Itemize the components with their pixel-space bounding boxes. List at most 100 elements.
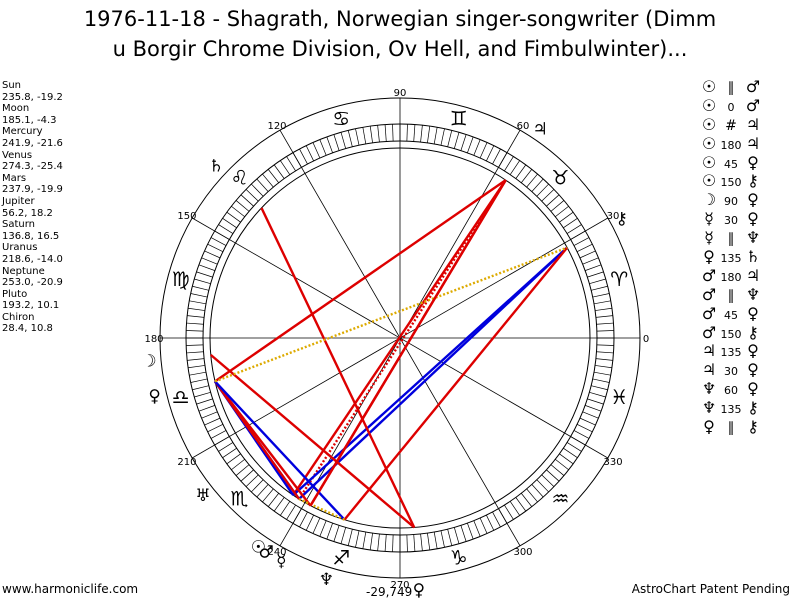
degree-tick bbox=[573, 237, 590, 246]
position-name-jupiter: Jupiter bbox=[2, 195, 35, 207]
aspect-planet-1: ☿ bbox=[704, 209, 714, 229]
planet-mercury-icon: ☿ bbox=[276, 551, 286, 571]
degree-tick bbox=[521, 493, 533, 507]
sign-scorpio-icon: ♏ bbox=[231, 487, 249, 511]
degree-tick bbox=[584, 405, 602, 412]
degree-tick bbox=[492, 148, 501, 165]
degree-tick bbox=[573, 430, 590, 439]
aspect-type: 45 bbox=[724, 308, 738, 322]
degree-tick bbox=[256, 178, 269, 192]
degree-tick bbox=[595, 315, 613, 318]
degree-tick bbox=[584, 264, 602, 271]
aspect-line bbox=[214, 246, 568, 383]
aspect-planet-2: ♀ bbox=[747, 303, 759, 323]
degree-tick bbox=[550, 464, 565, 476]
planet-mars-icon: ♂ bbox=[258, 542, 273, 562]
degree-tick bbox=[273, 164, 285, 179]
planet-chiron-icon: ⚷ bbox=[615, 209, 627, 229]
degree-tick bbox=[486, 514, 495, 531]
sign-pisces-icon: ♓ bbox=[610, 385, 628, 409]
degree-tick bbox=[198, 405, 216, 412]
degree-tick bbox=[473, 520, 481, 537]
sign-aquarius-icon: ♒ bbox=[552, 487, 570, 511]
degree-tick bbox=[546, 469, 560, 482]
degree-tick bbox=[286, 504, 296, 520]
degree-tick bbox=[189, 300, 207, 305]
aspect-planet-1: ♂ bbox=[701, 303, 717, 323]
aspect-planet-2: ⚷ bbox=[747, 398, 759, 418]
degree-tick bbox=[582, 257, 599, 265]
aspect-planet-2: ♃ bbox=[745, 265, 761, 285]
position-coords-sun: 235.8, -19.2 bbox=[2, 91, 63, 103]
degree-tick bbox=[550, 200, 565, 212]
degree-tick bbox=[504, 504, 514, 520]
sign-libra-icon: ♎ bbox=[172, 385, 190, 409]
degree-tick bbox=[406, 534, 408, 552]
degree-tick bbox=[420, 533, 423, 551]
degree-tick bbox=[305, 145, 314, 162]
chart-title: 1976-11-18 - Shagrath, Norwegian singer-… bbox=[0, 4, 800, 64]
degree-tick bbox=[186, 351, 204, 354]
degree-tick bbox=[440, 128, 445, 146]
degree-tick bbox=[536, 183, 549, 197]
degree-tick bbox=[190, 293, 208, 298]
planet-pluto-icon: ♀ bbox=[148, 387, 160, 407]
footer-value: -29,749 bbox=[366, 585, 413, 599]
degree-tick bbox=[196, 398, 213, 405]
position-name-sun: Sun bbox=[2, 80, 22, 91]
degree-tick bbox=[299, 511, 308, 528]
degree-tick bbox=[536, 479, 549, 493]
degree-tick bbox=[245, 189, 259, 202]
aspect-type: ∥ bbox=[727, 231, 735, 248]
degree-tick bbox=[377, 533, 380, 551]
aspect-planet-1: ♃ bbox=[701, 360, 717, 380]
degree-tick bbox=[559, 211, 574, 223]
aspect-planet-1: ☽ bbox=[701, 190, 717, 210]
degree-tick bbox=[433, 127, 438, 145]
degree-label: 120 bbox=[267, 121, 286, 132]
degree-tick bbox=[467, 136, 474, 154]
degree-tick bbox=[207, 243, 224, 252]
sign-leo-icon: ♌ bbox=[231, 165, 249, 189]
aspect-type: 90 bbox=[724, 195, 738, 209]
sign-taurus-icon: ♉ bbox=[552, 165, 570, 189]
aspect-line bbox=[298, 497, 345, 521]
aspect-planet-2: ⚷ bbox=[747, 322, 759, 342]
planet-saturn-icon: ♄ bbox=[209, 156, 224, 176]
aspect-line bbox=[343, 246, 569, 521]
degree-tick bbox=[355, 530, 360, 548]
degree-label: 210 bbox=[177, 457, 196, 468]
position-coords-pluto: 193.2, 10.1 bbox=[2, 300, 60, 312]
degree-tick bbox=[427, 126, 431, 143]
degree-tick bbox=[192, 285, 209, 291]
position-name-mercury: Mercury bbox=[2, 126, 43, 138]
aspect-row: ♀ ∥ ⚷ bbox=[700, 417, 762, 437]
aspect-row: ♃ 30 ♀ bbox=[700, 360, 762, 380]
chart-title-line-1: 1976-11-18 - Shagrath, Norwegian singer-… bbox=[83, 7, 717, 31]
degree-tick bbox=[187, 358, 205, 361]
sign-virgo-icon: ♍ bbox=[172, 267, 190, 291]
position-coords-uranus: 218.6, -14.0 bbox=[2, 253, 63, 265]
position-name-pluto: Pluto bbox=[2, 288, 28, 300]
degree-tick bbox=[226, 453, 241, 465]
aspect-line bbox=[214, 380, 346, 521]
degree-tick bbox=[479, 517, 488, 534]
aspect-line bbox=[209, 353, 416, 529]
aspect-planet-2: ♂ bbox=[745, 95, 761, 115]
aspect-planet-2: ♃ bbox=[745, 133, 761, 153]
degree-tick bbox=[340, 527, 347, 544]
position-name-saturn: Saturn bbox=[2, 219, 36, 231]
degree-tick bbox=[280, 160, 291, 175]
degree-tick bbox=[427, 533, 431, 550]
degree-tick bbox=[492, 511, 501, 528]
degree-tick bbox=[406, 124, 408, 142]
degree-tick bbox=[280, 501, 291, 516]
aspect-type: 60 bbox=[724, 384, 738, 398]
aspect-planet-1: ♂ bbox=[701, 265, 717, 285]
degree-tick bbox=[198, 264, 216, 271]
degree-tick bbox=[319, 139, 327, 156]
degree-label: 240 bbox=[267, 547, 286, 558]
degree-tick bbox=[207, 424, 224, 433]
degree-tick bbox=[384, 534, 387, 552]
degree-tick bbox=[563, 447, 578, 458]
